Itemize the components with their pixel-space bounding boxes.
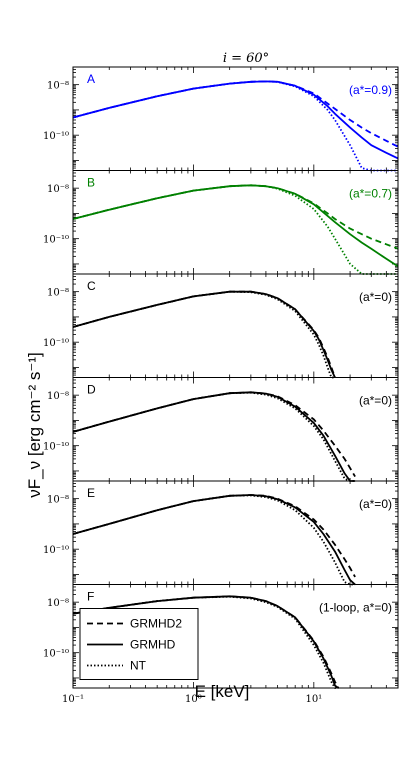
y-tick-label: 10⁻⁸ <box>47 391 69 402</box>
panel-letter: F <box>87 590 94 604</box>
panel-annotation: (a*=0) <box>359 394 392 408</box>
series-nt-line <box>72 494 356 586</box>
y-axis-label: νF_ν [erg cm⁻² s⁻¹] <box>25 352 44 497</box>
x-tick-label: 10⁻¹ <box>62 694 84 705</box>
panel-d: 10⁻⁸ 10⁻¹⁰ D (a*=0) <box>43 377 399 482</box>
y-tick-label: 10⁻⁸ <box>47 598 69 609</box>
y-tick-label: 10⁻⁸ <box>47 288 69 299</box>
series-grmhd-line <box>72 494 356 586</box>
y-tick-label: 10⁻⁸ <box>47 495 69 506</box>
panel-letter: A <box>87 72 95 86</box>
series-grmhd2-line <box>72 494 356 578</box>
panel-letter: E <box>87 486 95 500</box>
panel-e: 10⁻⁸ 10⁻¹⁰ E (a*=0) <box>43 480 399 586</box>
figure-title: i = 60° <box>223 51 269 66</box>
panel-a: 10⁻⁸ 10⁻¹⁰ A (a*=0.9) <box>43 66 399 172</box>
series-nt-line <box>72 595 339 689</box>
y-tick-label: 10⁻¹⁰ <box>43 442 69 453</box>
y-tick-label: 10⁻⁸ <box>47 184 69 195</box>
legend-label: NT <box>130 659 147 673</box>
panel-b: 10⁻⁸ 10⁻¹⁰ B (a*=0.7) <box>43 170 399 275</box>
panel-frame <box>72 480 399 585</box>
panel-frame <box>72 584 399 689</box>
y-tick-label: 10⁻¹⁰ <box>43 131 69 142</box>
y-tick-label: 10⁻¹⁰ <box>43 649 69 660</box>
y-tick-label: 10⁻¹⁰ <box>43 235 69 246</box>
panel-annotation: (1-loop, a*=0) <box>319 601 392 615</box>
panel-letter: C <box>87 279 96 293</box>
series-nt-line <box>72 290 335 379</box>
series-nt-line <box>72 391 356 482</box>
panel-f: 10⁻⁸ 10⁻¹⁰ F (1-loop, a*=0) <box>43 584 399 689</box>
panels-group: 10⁻⁸10⁻¹⁰A(a*=0.9)10⁻⁸10⁻¹⁰B(a*=0.7)10⁻⁸… <box>43 66 399 705</box>
x-tick-label: 10⁰ <box>185 694 202 705</box>
y-tick-label: 10⁻⁸ <box>47 81 69 92</box>
panel-letter: D <box>87 383 96 397</box>
panel-annotation: (a*=0.9) <box>349 83 392 97</box>
panel-c: 10⁻⁸ 10⁻¹⁰ C (a*=0) <box>43 273 399 379</box>
legend-label: GRMHD <box>130 638 176 652</box>
series-grmhd2-line <box>72 290 336 378</box>
series-grmhd-line <box>72 184 399 268</box>
panel-letter: B <box>87 176 95 190</box>
y-tick-label: 10⁻¹⁰ <box>43 545 69 556</box>
x-tick-label: 10¹ <box>305 694 322 705</box>
series-grmhd-line <box>72 80 399 160</box>
panel-annotation: (a*=0.7) <box>349 187 392 201</box>
panel-frame <box>72 273 399 378</box>
series-grmhd2-line <box>72 391 356 478</box>
x-axis-label: E [keV] <box>195 682 250 701</box>
y-tick-label: 10⁻¹⁰ <box>43 338 69 349</box>
series-grmhd-line <box>72 391 356 482</box>
panel-annotation: (a*=0) <box>359 290 392 304</box>
series-grmhd-line <box>72 290 336 378</box>
panel-annotation: (a*=0) <box>359 497 392 511</box>
legend-label: GRMHD2 <box>130 617 182 631</box>
legend: GRMHD2 GRMHD NT <box>79 608 199 680</box>
